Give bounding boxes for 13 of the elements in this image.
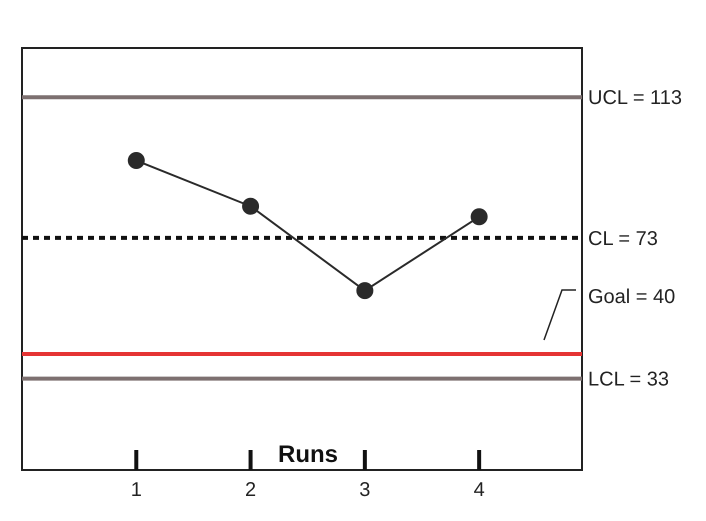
ref-line-label: Goal = 40	[588, 286, 676, 308]
x-tick-label: 1	[130, 479, 142, 501]
point	[242, 198, 260, 215]
point	[128, 152, 145, 170]
ref-line-label: CL = 73	[588, 228, 658, 250]
x-axis-title: Runs	[278, 441, 338, 468]
ref-line-label: UCL = 113	[588, 87, 682, 110]
ref-line-label: LCL = 33	[588, 368, 669, 391]
point	[470, 208, 488, 226]
x-tick-label: 4	[474, 479, 485, 501]
point	[356, 282, 374, 300]
x-tick-label: 3	[359, 479, 370, 501]
x-tick-label: 2	[245, 479, 256, 501]
